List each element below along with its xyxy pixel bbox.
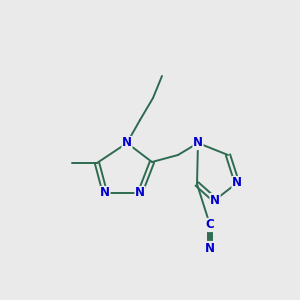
Text: N: N: [100, 187, 110, 200]
Text: N: N: [135, 187, 145, 200]
Text: N: N: [193, 136, 203, 149]
Text: N: N: [232, 176, 242, 190]
Text: N: N: [122, 136, 132, 149]
Text: C: C: [206, 218, 214, 232]
Text: N: N: [205, 242, 215, 254]
Text: N: N: [210, 194, 220, 206]
